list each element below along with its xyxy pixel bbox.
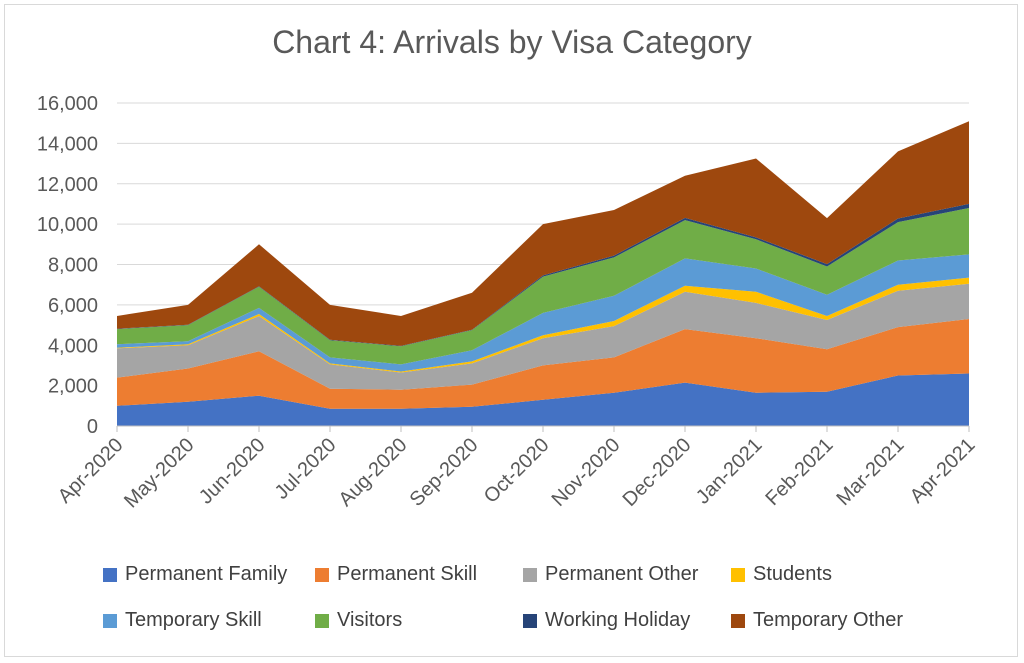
chart-title: Chart 4: Arrivals by Visa Category <box>272 24 752 60</box>
y-tick-label: 16,000 <box>37 93 98 115</box>
x-tick-label: Nov-2020 <box>548 434 625 511</box>
area-temporary-other <box>117 121 969 346</box>
x-tick-label: Feb-2021 <box>761 434 837 510</box>
x-tick-label: Mar-2021 <box>832 434 908 510</box>
y-tick-label: 8,000 <box>48 255 98 277</box>
x-tick-label: Jan-2021 <box>692 434 767 509</box>
y-tick-label: 4,000 <box>48 335 98 357</box>
y-tick-label: 10,000 <box>37 214 98 236</box>
x-tick-label: Aug-2020 <box>335 434 412 511</box>
y-tick-label: 2,000 <box>48 376 98 398</box>
x-tick-label: Dec-2020 <box>619 434 696 511</box>
area-students <box>117 277 969 373</box>
area-permanent-skill <box>117 319 969 409</box>
x-tick-label: Apr-2020 <box>54 434 128 508</box>
y-tick-label: 12,000 <box>37 174 98 196</box>
x-tick-label: Apr-2021 <box>906 434 980 508</box>
y-tick-label: 0 <box>87 416 98 438</box>
y-tick-label: 6,000 <box>48 295 98 317</box>
area-permanent-other <box>117 283 969 390</box>
y-tick-label: 14,000 <box>37 133 98 155</box>
x-tick-label: Sep-2020 <box>406 434 483 511</box>
x-tick-label: Jun-2020 <box>195 434 270 509</box>
area-temporary-skill <box>117 254 969 372</box>
area-permanent-family <box>117 373 969 426</box>
x-tick-label: Oct-2020 <box>480 434 554 508</box>
area-visitors <box>117 208 969 365</box>
x-tick-label: Jul-2020 <box>271 434 341 504</box>
x-tick-label: May-2020 <box>120 434 198 512</box>
